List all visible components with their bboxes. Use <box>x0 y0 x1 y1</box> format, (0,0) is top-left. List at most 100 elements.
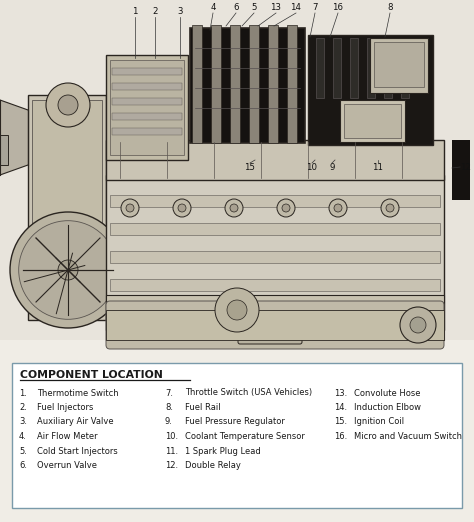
Text: 15: 15 <box>245 163 255 172</box>
Text: 1: 1 <box>132 7 138 17</box>
Text: 2: 2 <box>152 7 158 17</box>
Circle shape <box>46 83 90 127</box>
Bar <box>0 0 474 340</box>
Circle shape <box>230 204 238 212</box>
Text: Fuel Pressure Regulator: Fuel Pressure Regulator <box>185 418 285 426</box>
Bar <box>249 25 259 143</box>
Text: Convolute Hose: Convolute Hose <box>354 388 420 397</box>
Text: 4: 4 <box>210 4 216 13</box>
Bar <box>452 140 470 200</box>
Text: Micro and Vacuum Switch: Micro and Vacuum Switch <box>354 432 462 441</box>
Bar <box>308 35 433 145</box>
Circle shape <box>282 204 290 212</box>
Circle shape <box>173 199 191 217</box>
Text: 13: 13 <box>271 4 282 13</box>
FancyBboxPatch shape <box>238 318 302 344</box>
Text: 8: 8 <box>387 4 393 13</box>
Text: 7: 7 <box>312 4 318 13</box>
Bar <box>367 38 375 98</box>
Bar <box>211 25 221 143</box>
Text: 5.: 5. <box>19 446 27 456</box>
Text: 11.: 11. <box>165 446 178 456</box>
Text: 9.: 9. <box>165 418 173 426</box>
Circle shape <box>126 204 134 212</box>
Text: 4.: 4. <box>19 432 27 441</box>
Text: 3.: 3. <box>19 418 27 426</box>
Bar <box>112 83 182 90</box>
Bar <box>106 295 444 340</box>
Bar <box>110 60 184 155</box>
Circle shape <box>381 199 399 217</box>
FancyBboxPatch shape <box>106 301 444 349</box>
Bar <box>28 95 106 320</box>
Bar <box>112 98 182 105</box>
Bar <box>0 135 8 165</box>
Bar <box>268 25 278 143</box>
Circle shape <box>334 204 342 212</box>
Text: 6.: 6. <box>19 461 27 470</box>
Text: 6: 6 <box>233 4 239 13</box>
Text: Cold Start Injectors: Cold Start Injectors <box>37 446 118 456</box>
Bar <box>287 25 297 143</box>
Circle shape <box>10 212 126 328</box>
Text: 3: 3 <box>177 7 183 17</box>
Circle shape <box>18 221 117 319</box>
Bar <box>340 100 405 142</box>
Text: 12: 12 <box>461 162 472 172</box>
Text: Overrun Valve: Overrun Valve <box>37 461 97 470</box>
Text: Double Relay: Double Relay <box>185 461 241 470</box>
Circle shape <box>215 288 259 332</box>
Bar <box>112 113 182 120</box>
Text: 15.: 15. <box>334 418 347 426</box>
Text: Fuel Rail: Fuel Rail <box>185 403 220 412</box>
Bar <box>106 140 444 180</box>
Bar <box>112 128 182 135</box>
Bar <box>370 38 428 93</box>
Text: 14: 14 <box>291 4 301 13</box>
Text: 12.: 12. <box>165 461 178 470</box>
Polygon shape <box>0 100 28 175</box>
Bar <box>333 38 341 98</box>
Circle shape <box>178 204 186 212</box>
Bar <box>12 363 462 508</box>
Circle shape <box>227 300 247 320</box>
Bar <box>112 68 182 75</box>
Text: Throttle Switch (USA Vehicles): Throttle Switch (USA Vehicles) <box>185 388 312 397</box>
Circle shape <box>400 307 436 343</box>
Circle shape <box>386 204 394 212</box>
Circle shape <box>58 95 78 115</box>
Bar <box>32 100 102 315</box>
Bar <box>374 42 424 87</box>
Text: COMPONENT LOCATION: COMPONENT LOCATION <box>20 370 163 380</box>
Text: 10: 10 <box>307 163 318 172</box>
Bar <box>106 175 444 330</box>
Text: 8.: 8. <box>165 403 173 412</box>
Bar <box>106 55 188 160</box>
Text: 5: 5 <box>251 4 257 13</box>
Bar <box>110 279 440 291</box>
Text: Fuel Injectors: Fuel Injectors <box>37 403 93 412</box>
Bar <box>192 25 202 143</box>
Bar <box>106 310 444 340</box>
Text: 14.: 14. <box>334 403 347 412</box>
Text: 16.: 16. <box>334 432 347 441</box>
Text: Auxiliary Air Valve: Auxiliary Air Valve <box>37 418 114 426</box>
Circle shape <box>225 199 243 217</box>
Text: 11: 11 <box>373 163 383 172</box>
Bar <box>190 28 305 143</box>
Circle shape <box>329 199 347 217</box>
Text: 2.: 2. <box>19 403 27 412</box>
Bar <box>110 223 440 235</box>
Text: 1.: 1. <box>19 388 27 397</box>
Text: 13.: 13. <box>334 388 347 397</box>
Bar <box>110 251 440 263</box>
Text: Ignition Coil: Ignition Coil <box>354 418 404 426</box>
Bar <box>110 307 440 319</box>
Text: Thermotime Switch: Thermotime Switch <box>37 388 118 397</box>
Text: 7.: 7. <box>165 388 173 397</box>
Circle shape <box>58 260 78 280</box>
Text: 9: 9 <box>329 163 335 172</box>
Text: 16: 16 <box>332 4 344 13</box>
Bar <box>401 38 409 98</box>
Circle shape <box>277 199 295 217</box>
